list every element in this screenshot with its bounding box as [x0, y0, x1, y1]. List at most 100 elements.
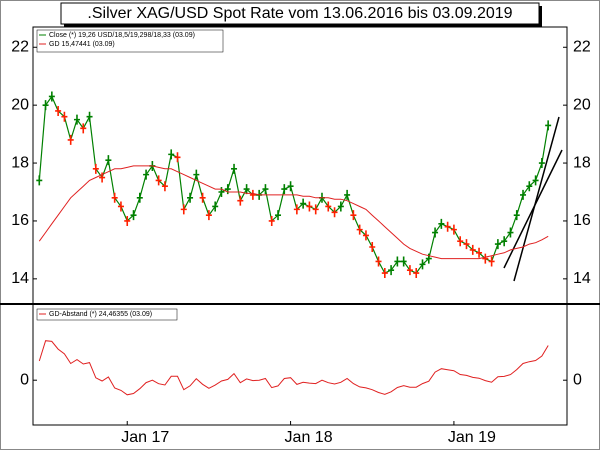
price-bar — [538, 158, 545, 169]
title-box — [60, 2, 540, 25]
price-bar — [143, 169, 150, 180]
legend-label: GD 15,47441 (03.09) — [49, 41, 115, 48]
price-bar — [375, 256, 382, 267]
price-bar — [337, 201, 344, 212]
price-bar — [124, 215, 131, 226]
legend-box — [36, 29, 224, 53]
price-bar — [73, 114, 80, 125]
price-bar — [444, 221, 451, 232]
price-bar — [469, 244, 476, 255]
chart-title: .Silver XAG/USD Spot Rate vom 13.06.2016… — [87, 5, 512, 22]
price-bar — [262, 184, 269, 195]
price-bar — [117, 201, 124, 212]
y-tick-label: 14 — [11, 270, 29, 287]
price-bar — [350, 210, 357, 221]
price-bar — [205, 210, 212, 221]
price-bar — [388, 265, 395, 276]
price-bar — [111, 192, 118, 203]
price-bar — [526, 181, 533, 192]
price-bar — [268, 215, 275, 226]
price-bar — [281, 184, 288, 195]
price-bar — [231, 163, 238, 174]
price-bar — [356, 224, 363, 235]
price-bar — [406, 265, 413, 276]
y-tick-label: 18 — [573, 154, 591, 171]
price-bar — [92, 163, 99, 174]
price-bar — [161, 181, 168, 192]
price-bar — [432, 227, 439, 238]
price-bar — [136, 192, 143, 203]
price-bar — [187, 192, 194, 203]
price-bar — [42, 100, 49, 111]
price-bar — [155, 175, 162, 186]
x-tick-label: Jan 18 — [285, 429, 333, 446]
price-bar — [457, 236, 464, 247]
price-bar — [413, 268, 420, 279]
y-tick-label: 22 — [573, 38, 591, 55]
y-tick-label: 14 — [573, 270, 591, 287]
series-line — [38, 340, 549, 396]
price-bar — [532, 175, 539, 186]
price-bar — [482, 253, 489, 264]
y-tick-label: 0 — [20, 371, 29, 388]
price-bar — [193, 169, 200, 180]
series-line — [38, 165, 549, 260]
price-bar — [48, 91, 55, 102]
price-bar — [450, 224, 457, 235]
x-tick-label: Jan 17 — [121, 429, 169, 446]
legend-label: Close (*) 19,26 USD/18,5/19,298/18,33 (0… — [49, 32, 195, 39]
price-bar — [80, 123, 87, 134]
price-bar — [249, 189, 256, 200]
price-bar — [293, 204, 300, 215]
price-bar — [488, 256, 495, 267]
y-tick-label: 16 — [11, 212, 29, 229]
price-bar — [381, 268, 388, 279]
y-tick-label: 22 — [11, 38, 29, 55]
trend-line — [513, 116, 560, 282]
price-bar — [306, 201, 313, 212]
y-tick-label: 0 — [573, 371, 582, 388]
price-bar — [494, 239, 501, 250]
price-bar — [180, 204, 187, 215]
series-line — [38, 95, 549, 274]
price-bar — [67, 134, 74, 145]
price-bar — [275, 210, 282, 221]
price-bar — [312, 204, 319, 215]
price-bar — [501, 236, 508, 247]
price-bar — [174, 152, 181, 163]
price-bar — [168, 149, 175, 160]
price-bar — [362, 230, 369, 241]
y-tick-label: 20 — [11, 96, 29, 113]
legend-box — [36, 308, 178, 321]
price-bar — [237, 195, 244, 206]
price-bar — [55, 105, 62, 116]
price-bar — [463, 239, 470, 250]
price-bar — [513, 210, 520, 221]
y-tick-label: 16 — [573, 212, 591, 229]
x-tick-label: Jan 19 — [448, 429, 496, 446]
price-bar — [369, 242, 376, 252]
legend-label: GD-Abstand (*) 24,46355 (03.09) — [49, 311, 152, 318]
price-bar — [300, 198, 307, 209]
plot-layer: 14 14 16 16 18 18 20 20 22 22 Close (*) 19,26 USD/… — [11, 32, 591, 446]
price-bar — [438, 218, 445, 229]
price-bar — [86, 111, 93, 122]
price-bar — [105, 155, 112, 166]
price-bar — [394, 256, 401, 267]
price-bar — [507, 227, 514, 238]
y-tick-label: 18 — [11, 154, 29, 171]
price-bar — [419, 259, 426, 270]
trend-line — [503, 149, 563, 269]
price-bar — [287, 181, 294, 192]
price-bar — [61, 111, 68, 122]
price-bar — [212, 201, 219, 212]
price-bar — [130, 210, 137, 221]
price-bar — [400, 256, 407, 267]
price-bar — [199, 192, 206, 203]
price-bar — [36, 175, 43, 186]
y-tick-label: 20 — [573, 96, 591, 113]
price-bar — [545, 120, 552, 131]
price-bar — [520, 189, 527, 200]
